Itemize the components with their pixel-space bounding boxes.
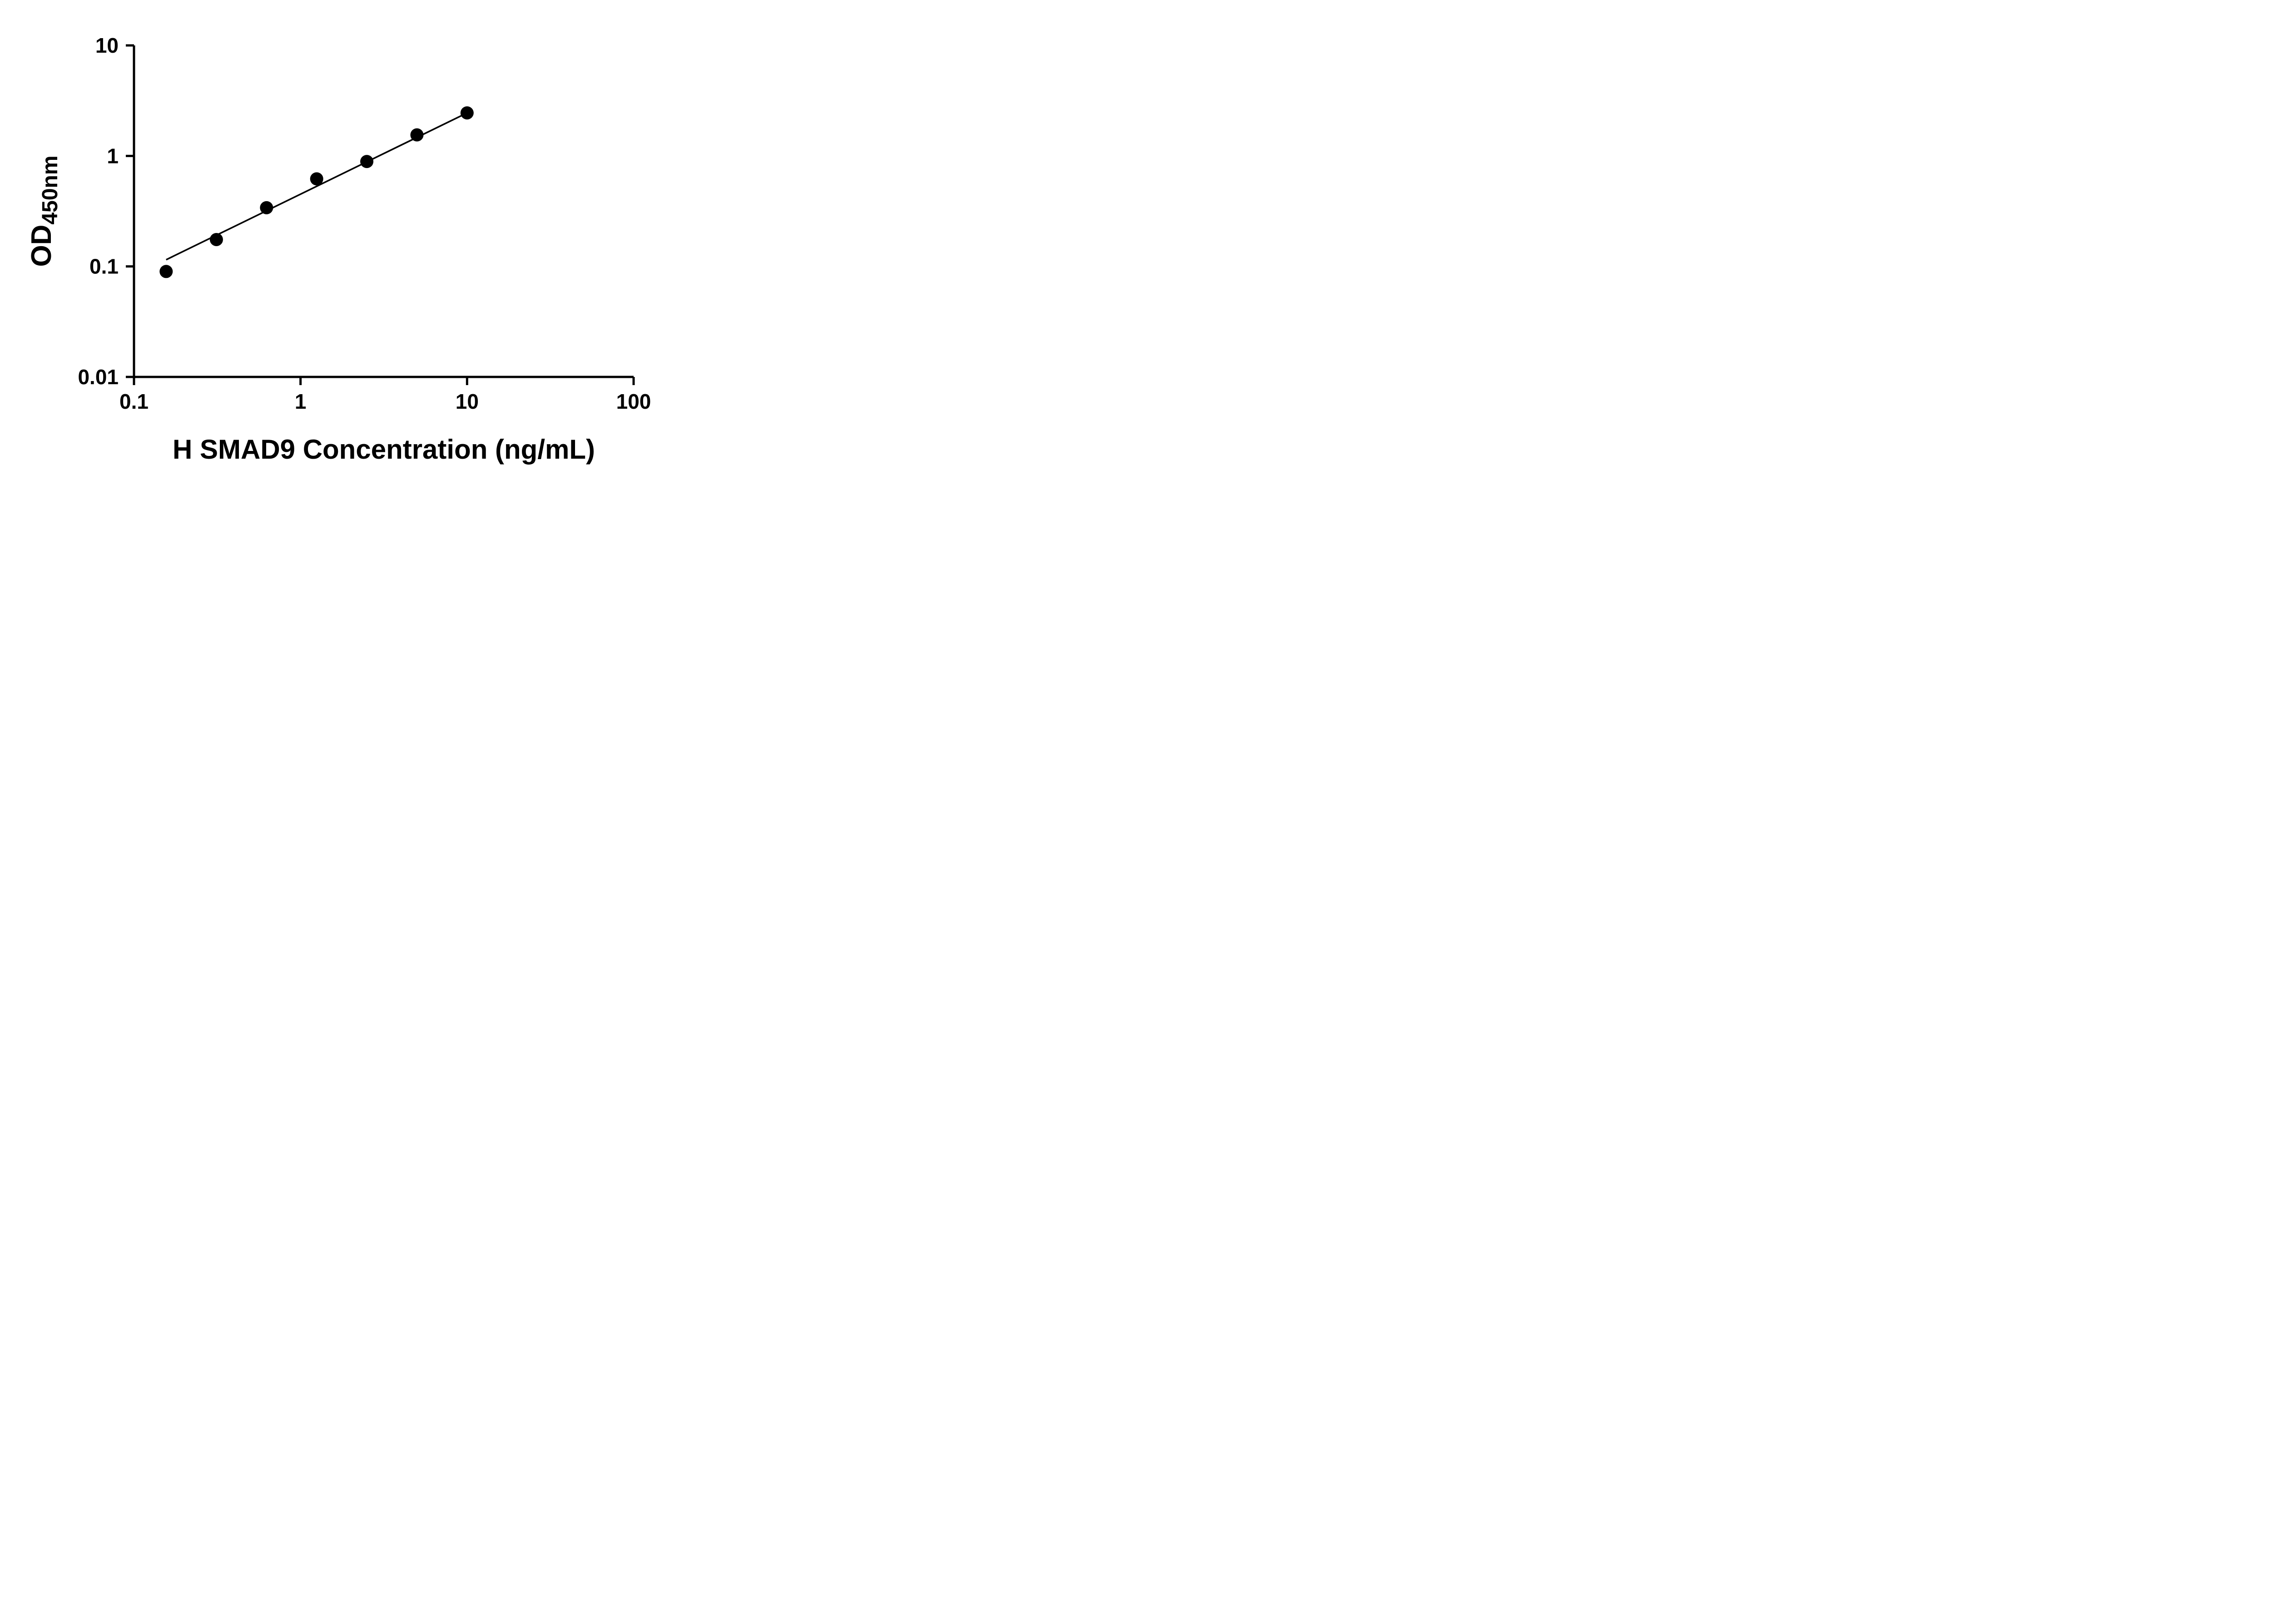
data-point <box>310 172 323 186</box>
y-axis-title-main: OD <box>26 225 57 267</box>
data-point <box>410 128 424 142</box>
x-axis-tick-label: 100 <box>616 390 651 413</box>
y-axis-tick-label: 10 <box>95 34 119 57</box>
y-axis-tick-label: 0.1 <box>89 255 119 278</box>
x-axis-tick-label: 0.1 <box>119 390 149 413</box>
y-axis-tick-label: 0.01 <box>78 365 119 389</box>
data-point <box>460 106 474 120</box>
x-axis-tick-label: 1 <box>295 390 307 413</box>
data-point <box>260 201 273 214</box>
y-axis-title-subscript: 450nm <box>38 155 62 224</box>
y-axis-title: OD450nm <box>26 155 62 267</box>
data-point <box>360 155 374 168</box>
x-axis-title: H SMAD9 Concentration (ng/mL) <box>173 434 595 465</box>
data-point <box>209 233 223 247</box>
elisa-standard-curve-figure: 0.01 0.1 1 10 0.1 1 10 100 H SMAD9 Concentration… <box>0 0 704 487</box>
data-point <box>159 265 173 278</box>
x-axis-tick-label: 10 <box>456 390 479 413</box>
y-axis-tick-label: 1 <box>107 144 119 168</box>
